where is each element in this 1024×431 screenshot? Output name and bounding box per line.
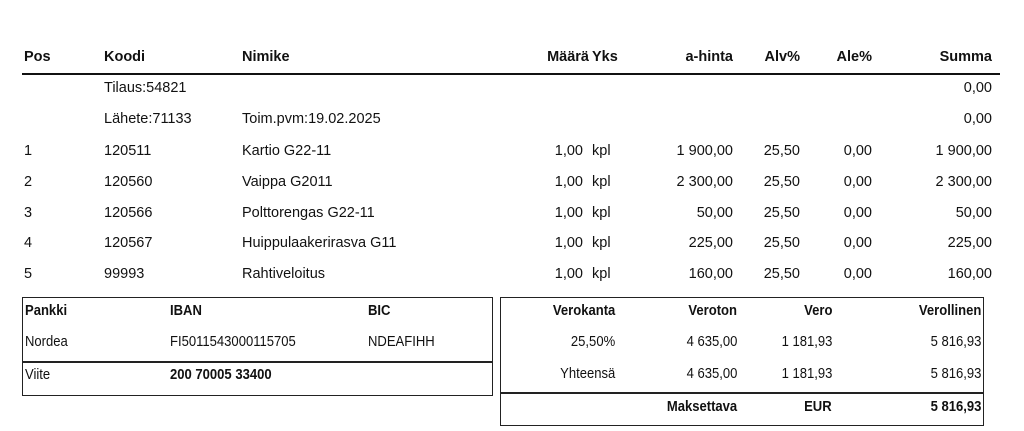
item-discount: 0,00 bbox=[843, 143, 872, 159]
tax-summary-box bbox=[500, 297, 984, 426]
item-unit-price: 160,00 bbox=[688, 266, 733, 283]
item-total: 225,00 bbox=[947, 235, 992, 252]
item-pos: 1 bbox=[24, 143, 33, 159]
item-name: Rahtiveloitus bbox=[242, 266, 326, 283]
item-vat: 25,50 bbox=[763, 173, 800, 190]
col-alv: Alv% bbox=[764, 49, 800, 65]
col-yks: Yks bbox=[592, 49, 618, 65]
currency: EUR bbox=[804, 399, 832, 415]
col-pos: Pos bbox=[24, 49, 51, 65]
row-summa: 0,00 bbox=[963, 80, 992, 96]
bank-header-bic: BIC bbox=[368, 303, 391, 319]
total-gross: 5 816,93 bbox=[930, 366, 981, 382]
item-pos: 4 bbox=[24, 235, 33, 252]
item-code: 120567 bbox=[104, 235, 153, 252]
tax-gross: 5 816,93 bbox=[930, 334, 981, 350]
order-number: Tilaus:54821 bbox=[104, 80, 187, 96]
item-code: 120560 bbox=[104, 173, 153, 190]
bank-header-pankki: Pankki bbox=[25, 303, 68, 319]
item-unit: kpl bbox=[592, 235, 611, 252]
bank-name: Nordea bbox=[25, 334, 68, 350]
bank-box-divider bbox=[23, 361, 492, 363]
bank-header-iban: IBAN bbox=[170, 303, 202, 319]
tax-net: 4 635,00 bbox=[686, 334, 737, 350]
total-label: Yhteensä bbox=[559, 366, 615, 382]
amount-due: 5 816,93 bbox=[930, 399, 981, 415]
item-quantity: 1,00 bbox=[554, 143, 583, 159]
item-unit-price: 2 300,00 bbox=[676, 173, 733, 190]
row-summa: 0,00 bbox=[963, 111, 992, 127]
item-unit-price: 225,00 bbox=[688, 235, 733, 252]
item-name: Huippulaakerirasva G11 bbox=[242, 235, 397, 252]
delivery-note-number: Lähete:71133 bbox=[104, 111, 192, 127]
item-vat: 25,50 bbox=[763, 235, 800, 252]
col-ahinta: a-hinta bbox=[685, 49, 733, 65]
item-name: Vaippa G2011 bbox=[242, 173, 333, 190]
item-discount: 0,00 bbox=[843, 173, 872, 190]
item-vat: 25,50 bbox=[763, 266, 800, 283]
item-unit: kpl bbox=[592, 143, 611, 159]
col-summa: Summa bbox=[939, 49, 992, 65]
item-unit: kpl bbox=[592, 204, 611, 221]
item-code: 120511 bbox=[104, 143, 152, 159]
col-koodi: Koodi bbox=[104, 49, 146, 65]
bank-info-box bbox=[22, 297, 493, 396]
item-unit: kpl bbox=[592, 266, 611, 283]
item-name: Kartio G22-11 bbox=[242, 143, 332, 159]
item-vat: 25,50 bbox=[763, 143, 800, 159]
tax-box-divider bbox=[501, 392, 983, 394]
amount-due-label: Maksettava bbox=[666, 399, 737, 415]
tax-header-verollinen: Verollinen bbox=[918, 303, 981, 319]
item-unit-price: 50,00 bbox=[696, 204, 733, 221]
col-nimike: Nimike bbox=[242, 49, 290, 65]
tax-header-veroton: Veroton bbox=[688, 303, 737, 319]
tax-header-vero: Vero bbox=[803, 303, 832, 319]
reference-label: Viite bbox=[25, 367, 51, 383]
col-maara: Määrä bbox=[547, 49, 589, 65]
total-tax: 1 181,93 bbox=[781, 366, 832, 382]
item-quantity: 1,00 bbox=[554, 204, 583, 221]
item-total: 50,00 bbox=[955, 204, 992, 221]
item-discount: 0,00 bbox=[843, 235, 872, 252]
col-ale: Ale% bbox=[836, 49, 872, 65]
item-discount: 0,00 bbox=[843, 266, 872, 283]
item-total: 2 300,00 bbox=[935, 173, 992, 190]
item-pos: 2 bbox=[24, 173, 33, 190]
item-discount: 0,00 bbox=[843, 204, 872, 221]
item-total: 1 900,00 bbox=[935, 143, 992, 159]
item-name: Polttorengas G22-11 bbox=[242, 204, 375, 221]
tax-amount: 1 181,93 bbox=[781, 334, 832, 350]
bic-value: NDEAFIHH bbox=[368, 334, 435, 350]
item-unit: kpl bbox=[592, 173, 611, 190]
item-total: 160,00 bbox=[947, 266, 992, 283]
header-divider bbox=[22, 73, 1000, 75]
item-quantity: 1,00 bbox=[554, 173, 583, 190]
tax-rate: 25,50% bbox=[570, 334, 615, 350]
item-unit-price: 1 900,00 bbox=[676, 143, 733, 159]
item-code: 120566 bbox=[104, 204, 153, 221]
total-net: 4 635,00 bbox=[686, 366, 737, 382]
item-pos: 5 bbox=[24, 266, 33, 283]
item-quantity: 1,00 bbox=[554, 266, 583, 283]
item-quantity: 1,00 bbox=[554, 235, 583, 252]
item-vat: 25,50 bbox=[763, 204, 800, 221]
item-pos: 3 bbox=[24, 204, 33, 221]
reference-number: 200 70005 33400 bbox=[170, 367, 272, 383]
tax-header-verokanta: Verokanta bbox=[552, 303, 615, 319]
delivery-date: Toim.pvm:19.02.2025 bbox=[242, 111, 381, 127]
item-code: 99993 bbox=[104, 266, 145, 283]
iban-value: FI5011543000115705 bbox=[170, 334, 296, 350]
